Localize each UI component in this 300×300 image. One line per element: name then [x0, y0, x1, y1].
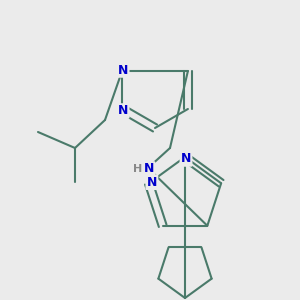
- Text: H: H: [134, 164, 142, 174]
- Text: N: N: [181, 152, 191, 166]
- Text: N: N: [147, 176, 157, 189]
- Text: N: N: [118, 64, 128, 76]
- Text: N: N: [118, 104, 128, 118]
- Text: N: N: [144, 163, 154, 176]
